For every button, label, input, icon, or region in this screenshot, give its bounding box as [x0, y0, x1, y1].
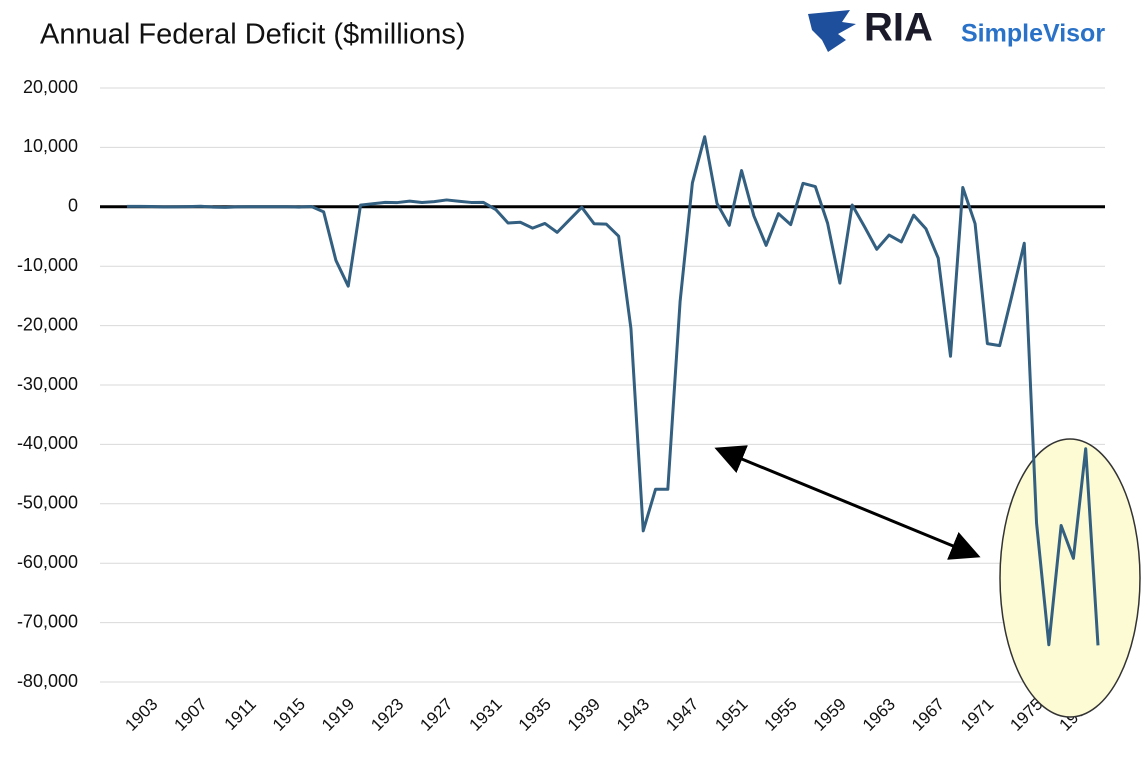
arrow [714, 445, 981, 560]
y-tick-label: -10,000 [17, 255, 78, 275]
x-tick-label: 1903 [121, 695, 161, 735]
highlight-ellipse [999, 438, 1141, 718]
x-tick-label: 1959 [810, 695, 850, 735]
y-tick-label: 0 [68, 196, 78, 216]
x-tick-label: 1927 [416, 695, 456, 735]
x-tick-label: 1971 [957, 695, 997, 735]
logo-brand: RIA [864, 6, 933, 50]
y-tick-label: -60,000 [17, 552, 78, 572]
x-tick-label: 1947 [662, 695, 702, 735]
x-tick-label: 1919 [318, 695, 358, 735]
y-tick-label: -50,000 [17, 493, 78, 513]
x-tick-label: 1951 [711, 695, 751, 735]
chart-title: Annual Federal Deficit ($millions) [40, 19, 466, 51]
y-tick-label: -30,000 [17, 374, 78, 394]
y-tick-label: -40,000 [17, 433, 78, 453]
logo: RIA SimpleVisor [808, 6, 1105, 52]
x-tick-label: 1923 [367, 695, 407, 735]
y-tick-label: 10,000 [23, 136, 78, 156]
logo-product: SimpleVisor [961, 20, 1105, 48]
logo-icon [808, 10, 856, 52]
x-tick-label: 1931 [466, 695, 506, 735]
x-tick-label: 1911 [221, 695, 260, 734]
y-tick-label: 20,000 [23, 77, 78, 97]
y-tick-label: -20,000 [17, 314, 78, 334]
data-line [126, 135, 1100, 647]
x-tick-label: 1907 [171, 695, 211, 735]
x-tick-label: 1967 [908, 695, 948, 735]
y-tick-label: -70,000 [17, 611, 78, 631]
x-tick-label: 1955 [761, 695, 801, 735]
x-tick-label: 1935 [515, 695, 555, 735]
x-tick-label: 1939 [564, 695, 604, 735]
x-tick-label: 1915 [269, 695, 309, 735]
y-tick-label: -80,000 [17, 671, 78, 691]
x-tick-label: 1943 [613, 695, 653, 735]
x-tick-label: 1963 [859, 695, 899, 735]
